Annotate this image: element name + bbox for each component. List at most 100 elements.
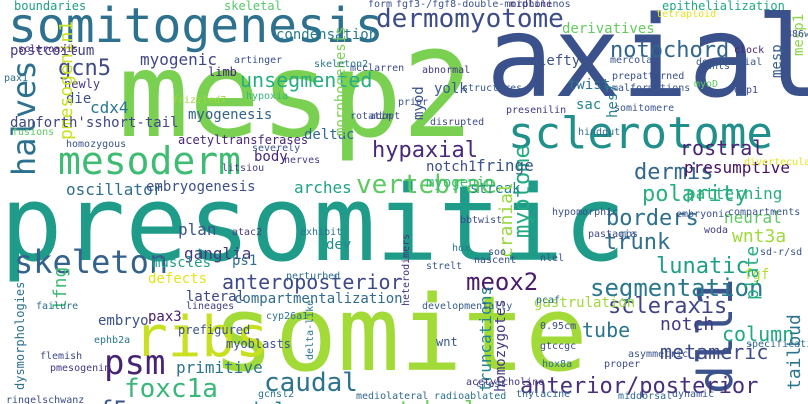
word-26: anterior/posterior [520,374,759,399]
word-162: form [368,0,393,10]
word-76: sac [576,97,602,113]
word-174: acetylcholine [466,377,545,388]
word-59: wnt3a [732,226,787,247]
word-140: embryonic [676,209,731,220]
word-164: tetraploid [656,9,717,20]
word-33: notch [660,314,715,335]
word-122: scleroaxis [18,44,79,55]
word-116: asymmetric [628,349,689,360]
word-0: presomitic [0,163,627,285]
word-24: borders [606,206,699,231]
word-99: crest [476,379,507,390]
word-37: plan [178,220,217,239]
word-168: nlel [540,253,565,264]
word-2: mesp2 [118,26,474,164]
word-170: gtccgc [540,341,577,352]
word-14: psm [104,343,166,383]
word-68: ps1 [232,253,258,269]
word-111: lineages [186,301,235,312]
word-108: ephb2a [94,335,131,346]
word-67: defects [148,271,208,287]
word-107: flemish [40,351,83,362]
word-167: strelt [426,261,463,272]
word-20: unsegmented [240,68,373,92]
word-30: scleraxis [608,294,728,319]
word-35: myf5 [70,398,128,404]
word-160: r886w [780,29,808,40]
word-151: mos [620,229,639,240]
word-142: fusions [12,127,55,138]
word-169: 0.95cm [540,321,577,332]
word-42: postcoitum [10,43,95,59]
word-118: heterodimers [401,233,412,306]
word-7: ribs [134,305,269,370]
word-152: soo [488,247,507,258]
word-88: tailbud [784,314,805,390]
word-29: lunatic [656,254,749,279]
word-38: gcn5 [58,56,111,81]
word-16: vertebral [358,400,477,404]
word-52: embryogenesis [146,179,256,195]
word-127: skeleton2 [314,59,369,70]
word-94: wnt [436,335,458,349]
word-95: gastrulation [534,295,636,311]
word-45: skeletal [224,0,282,13]
word-135: hindgut [578,127,621,138]
word-113: atac2 [232,227,263,238]
word-132: clock [734,45,765,56]
word-1: somite [212,273,588,395]
word-138: compartments [728,207,801,218]
word-21: hypaxial [372,138,478,163]
word-31: column [722,322,795,346]
word-133: wnts [706,61,731,72]
word-57: patterning [686,184,783,203]
word-92: mesp [769,44,785,78]
word-157: malformations [612,83,691,94]
word-34: epaxial [202,400,286,404]
word-70: body [254,149,288,165]
word-97: myoblasts [226,337,292,351]
word-120: pcaf [536,295,561,306]
word-28: trunk [604,230,671,255]
word-11: vertebrae [356,170,497,200]
word-147: litsiou [222,163,265,174]
word-72: notch1 [426,159,477,175]
word-4: sclerotome [508,108,773,159]
word-106: pmesogenin [50,363,111,374]
word-104: dynamic [672,389,715,400]
word-115: proper [604,359,641,370]
word-63: compartmentalization [234,291,403,307]
word-166: bbtwist [460,215,503,226]
word-53: arches [294,178,352,197]
word-41: primitive [176,358,263,377]
word-137: woda [704,225,729,236]
word-50: myogenesis [188,107,273,123]
word-69: dev [326,237,352,253]
word-101: mediolateral [356,391,429,402]
word-60: fgf [744,267,770,283]
word-78: die [66,91,92,107]
word-46: epithelialization [662,0,785,13]
word-19: notochord [610,38,730,63]
word-158: prepatterned [612,71,685,82]
word-55: streak [470,181,521,197]
word-153: structures [462,83,523,94]
word-32: metameric [660,340,769,364]
word-64: embryo [98,313,149,329]
word-155: abnormal [422,65,471,76]
word-165: fgf3-/fgf8-double-morpholinos [396,0,571,10]
word-3: axial [486,0,808,123]
word-163: midline [510,0,553,10]
word-58: neural [724,208,782,227]
word-119: hox [452,243,471,254]
word-61: pax3 [148,309,182,325]
word-161: somitomere [614,103,675,114]
word-159: pax1 [4,73,29,84]
word-6: mesoderm [58,139,242,183]
word-146: severely [252,143,301,154]
word-65: ganglia [184,244,252,263]
word-103: middorsal [618,391,673,402]
word-125: hypoxia [246,91,289,102]
word-123: mcclarren [350,63,405,74]
word-23: polarity [642,182,748,207]
